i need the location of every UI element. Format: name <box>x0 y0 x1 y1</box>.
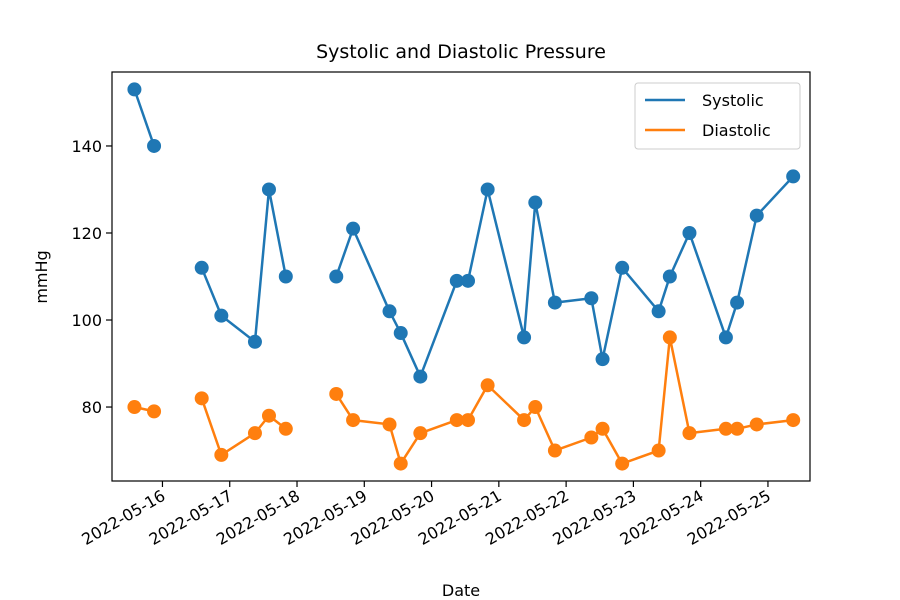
data-point-diastolic <box>528 400 543 415</box>
data-point-diastolic <box>584 430 599 445</box>
series-line-systolic <box>200 188 288 344</box>
data-point-diastolic <box>682 426 697 441</box>
data-point-systolic <box>480 182 495 197</box>
data-point-systolic <box>547 295 562 310</box>
data-point-systolic <box>214 308 229 323</box>
data-point-diastolic <box>615 456 630 471</box>
data-point-diastolic <box>393 456 408 471</box>
data-point-systolic <box>682 225 697 240</box>
data-point-systolic <box>329 269 344 284</box>
data-point-diastolic <box>749 417 764 432</box>
data-point-diastolic <box>517 413 532 428</box>
data-point-systolic <box>449 273 464 288</box>
plot-frame <box>111 71 811 482</box>
data-point-systolic <box>278 269 293 284</box>
data-point-diastolic <box>147 404 162 419</box>
chart-title: Systolic and Diastolic Pressure <box>316 41 606 63</box>
data-point-systolic <box>261 182 276 197</box>
plot-area <box>127 82 801 471</box>
data-point-diastolic <box>449 413 464 428</box>
data-point-systolic <box>749 208 764 223</box>
data-point-diastolic <box>278 421 293 436</box>
series-line-diastolic <box>335 336 794 465</box>
data-point-diastolic <box>261 408 276 423</box>
data-point-systolic <box>662 269 677 284</box>
y-tick-label: 140 <box>71 137 102 156</box>
data-point-diastolic <box>547 443 562 458</box>
data-point-diastolic <box>718 421 733 436</box>
data-point-diastolic <box>413 426 428 441</box>
series-line-systolic <box>133 88 156 147</box>
data-point-systolic <box>615 260 630 275</box>
series-diastolic <box>127 330 801 471</box>
data-point-systolic <box>517 330 532 345</box>
y-tick-label: 120 <box>71 224 102 243</box>
data-point-systolic <box>651 304 666 319</box>
data-point-diastolic <box>214 447 229 462</box>
y-tick-label: 100 <box>71 311 102 330</box>
data-point-systolic <box>194 260 209 275</box>
data-point-systolic <box>127 82 142 97</box>
data-point-diastolic <box>194 391 209 406</box>
data-point-diastolic <box>651 443 666 458</box>
data-point-systolic <box>413 369 428 384</box>
series-line-diastolic <box>200 397 287 457</box>
legend-label-diastolic: Diastolic <box>702 121 771 140</box>
data-point-systolic <box>461 273 476 288</box>
data-point-systolic <box>393 326 408 341</box>
series-line-systolic <box>335 175 795 378</box>
data-point-diastolic <box>786 413 801 428</box>
series-systolic <box>127 82 801 384</box>
x-axis-title: Date <box>442 581 480 600</box>
legend-label-systolic: Systolic <box>702 91 764 110</box>
y-tick-label: 80 <box>82 398 102 417</box>
data-point-diastolic <box>329 386 344 401</box>
legend: Systolic Diastolic <box>634 82 801 150</box>
data-point-diastolic <box>480 378 495 393</box>
data-point-systolic <box>346 221 361 236</box>
data-point-systolic <box>730 295 745 310</box>
data-point-systolic <box>595 352 610 367</box>
data-point-systolic <box>382 304 397 319</box>
data-point-systolic <box>786 169 801 184</box>
data-point-diastolic <box>730 421 745 436</box>
data-point-diastolic <box>461 413 476 428</box>
data-point-systolic <box>247 334 262 349</box>
data-point-systolic <box>528 195 543 210</box>
data-point-systolic <box>147 138 162 153</box>
y-axis-title: mmHg <box>32 250 51 303</box>
data-point-diastolic <box>247 426 262 441</box>
data-point-systolic <box>718 330 733 345</box>
data-point-diastolic <box>595 421 610 436</box>
data-point-diastolic <box>662 330 677 345</box>
data-point-diastolic <box>346 413 361 428</box>
data-point-systolic <box>584 291 599 306</box>
data-point-diastolic <box>382 417 397 432</box>
data-point-diastolic <box>127 400 142 415</box>
